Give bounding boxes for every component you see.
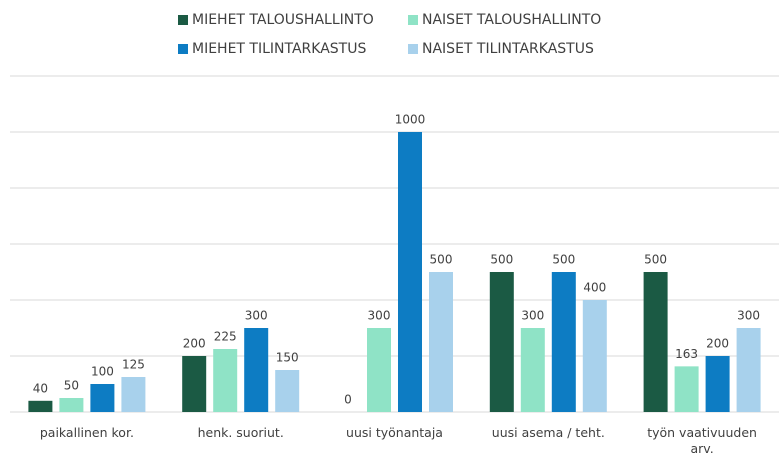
data-label: 150	[276, 351, 299, 365]
bar	[582, 300, 607, 412]
data-label: 40	[33, 381, 48, 395]
bar	[121, 377, 146, 412]
data-label: 300	[737, 309, 760, 323]
data-label: 163	[675, 347, 698, 361]
data-label: 1000	[395, 113, 426, 127]
legend-label: NAISET TILINTARKASTUS	[422, 41, 594, 57]
data-label: 200	[706, 337, 729, 351]
data-label: 500	[490, 253, 513, 267]
legend-swatch	[408, 44, 418, 54]
data-label: 125	[122, 358, 145, 372]
legend-swatch	[178, 15, 188, 25]
bar	[736, 328, 761, 412]
data-label: 225	[214, 330, 237, 344]
bar	[643, 272, 668, 412]
data-label: 400	[583, 281, 606, 295]
data-label: 50	[64, 379, 79, 393]
bar	[398, 132, 422, 412]
data-label: 500	[644, 253, 667, 267]
x-tick-label: henk. suoriut.	[197, 425, 284, 440]
x-tick-label: paikallinen kor.	[39, 425, 134, 440]
legend-label: MIEHET TILINTARKASTUS	[192, 41, 366, 57]
bar	[367, 328, 391, 412]
bar	[59, 398, 84, 412]
data-label: 300	[368, 309, 391, 323]
bar	[90, 384, 115, 412]
data-label: 500	[552, 253, 575, 267]
legend-label: NAISET TALOUSHALLINTO	[422, 12, 601, 28]
bar	[705, 356, 730, 412]
x-tick-label: uusi asema / teht.	[491, 425, 605, 440]
bar	[182, 356, 207, 412]
x-tick-label: työn vaativuuden arv.	[647, 425, 757, 456]
legend-swatch	[408, 15, 418, 25]
legend-label: MIEHET TALOUSHALLINTO	[192, 12, 374, 28]
legend-swatch	[178, 44, 188, 54]
data-label: 300	[245, 309, 268, 323]
bar	[275, 370, 300, 412]
bar	[213, 349, 238, 412]
data-label: 0	[344, 393, 352, 407]
bar	[28, 400, 53, 412]
bar	[429, 272, 453, 412]
data-label: 500	[430, 253, 453, 267]
data-label: 300	[521, 309, 544, 323]
bar	[551, 272, 576, 412]
bar	[520, 328, 545, 412]
bar	[674, 366, 699, 412]
data-label: 200	[183, 337, 206, 351]
bar	[244, 328, 269, 412]
x-tick-label: uusi työnantaja	[346, 425, 443, 440]
data-label: 100	[91, 365, 114, 379]
bar	[489, 272, 514, 412]
